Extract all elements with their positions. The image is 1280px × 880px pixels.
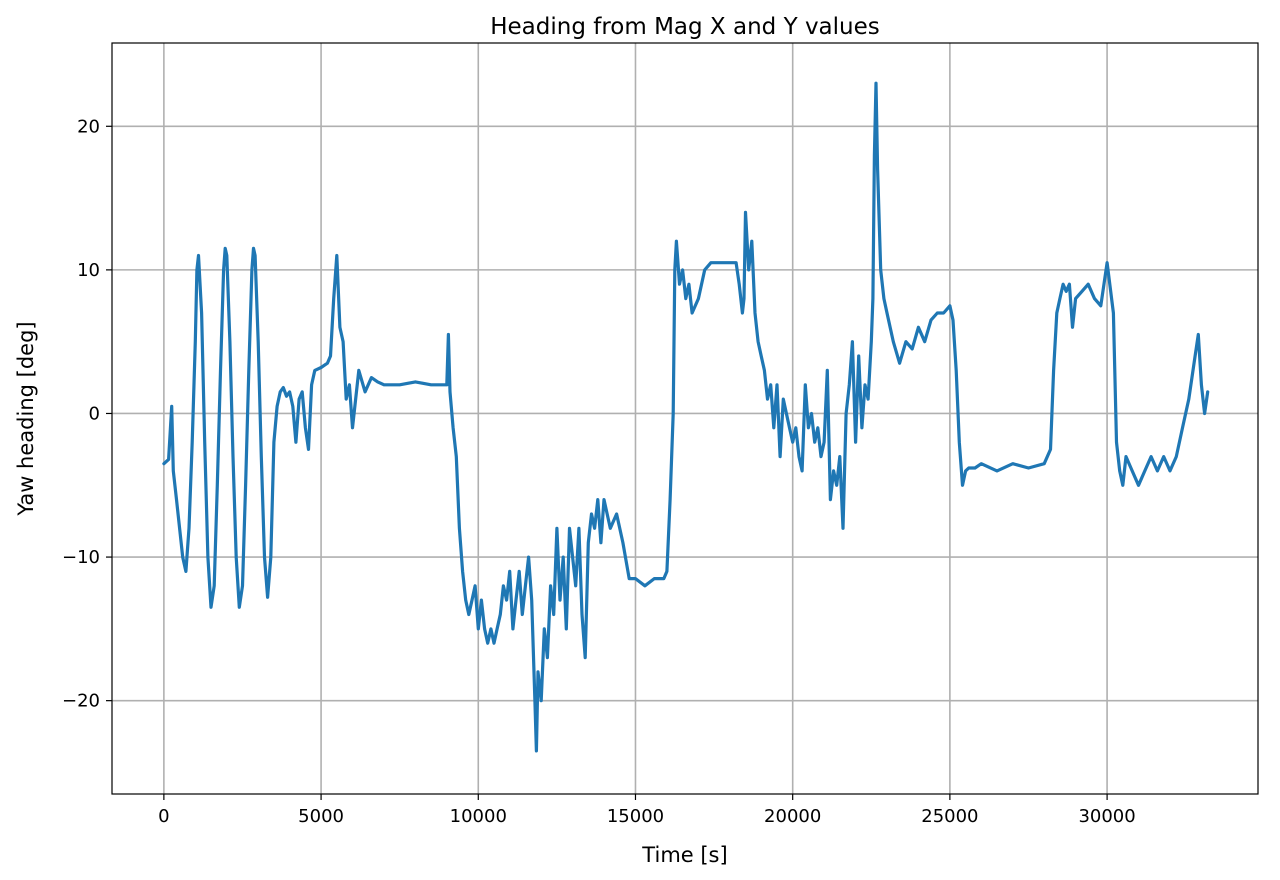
x-tick-label: 10000 <box>450 806 507 827</box>
x-tick-label: 0 <box>158 806 169 827</box>
y-axis-label: Yaw heading [deg] <box>14 321 38 516</box>
series-layer <box>162 81 1210 753</box>
y-tick-label: 0 <box>89 403 100 424</box>
x-tick-label: 20000 <box>764 806 821 827</box>
series-line-0 <box>162 81 1210 753</box>
y-tick-label: −10 <box>62 547 100 568</box>
plot-frame <box>111 42 1259 795</box>
x-axis-label: Time [s] <box>641 843 727 867</box>
y-axis-ticks: −20 −10 0 10 20 <box>62 116 112 712</box>
y-tick-label: 10 <box>77 260 100 281</box>
y-tick-label: −20 <box>62 691 100 712</box>
y-tick-label: 20 <box>77 116 100 137</box>
x-tick-label: 5000 <box>298 806 344 827</box>
x-tick-label: 30000 <box>1078 806 1135 827</box>
x-tick-label: 25000 <box>921 806 978 827</box>
grid <box>112 43 1258 794</box>
chart-title: Heading from Mag X and Y values <box>490 14 880 40</box>
x-axis-ticks: 0 5000 10000 15000 20000 25000 30000 <box>158 794 1136 827</box>
x-tick-label: 15000 <box>607 806 664 827</box>
